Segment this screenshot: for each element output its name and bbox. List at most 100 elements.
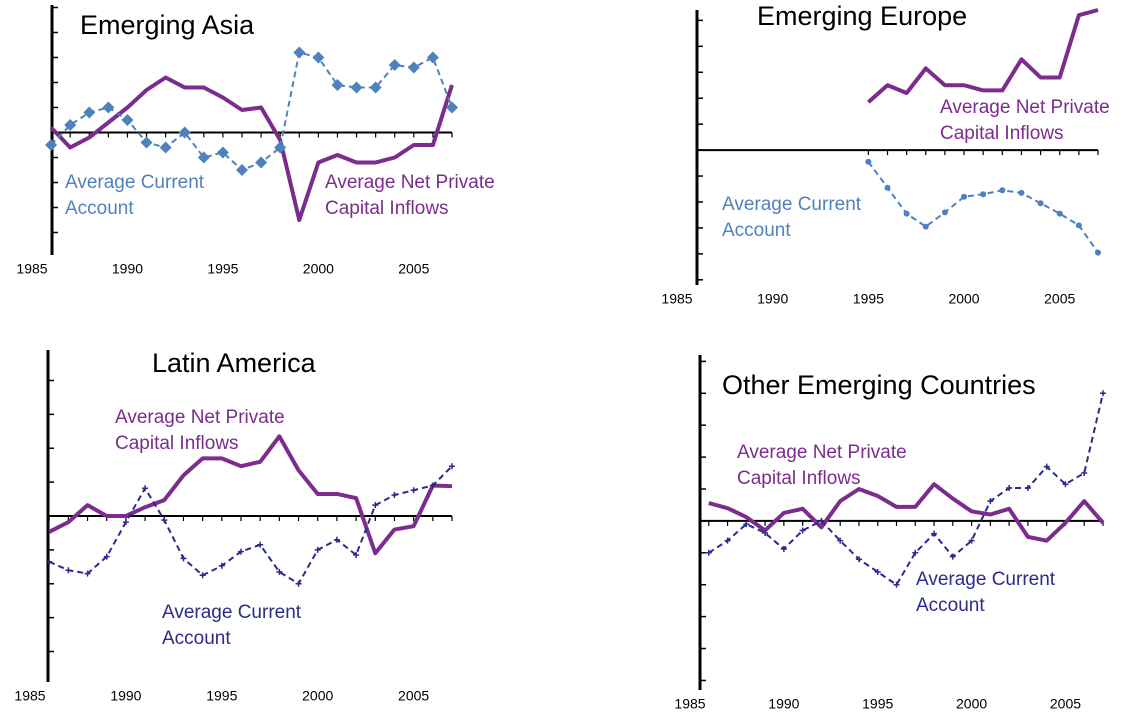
point (372, 502, 379, 509)
point (1062, 481, 1069, 488)
point (65, 567, 72, 574)
point (999, 187, 1006, 194)
point (818, 517, 825, 524)
x-tick-label: 1995 (862, 696, 893, 712)
series-label: Capital Inflows (737, 468, 861, 489)
point (46, 558, 53, 565)
series-line (48, 434, 453, 556)
series-label: Average Net Private (115, 407, 285, 428)
series-label: Average Net Private (325, 172, 495, 193)
series-label: Average Net Private (737, 442, 907, 463)
point (197, 151, 210, 164)
point (199, 572, 206, 579)
series-label: Capital Inflows (325, 198, 449, 219)
series-line (708, 482, 1105, 543)
point (931, 530, 938, 537)
point (446, 101, 458, 114)
point (388, 59, 401, 71)
point (874, 568, 881, 575)
x-tick-label: 1985 (661, 291, 692, 307)
chart-title: Latin America (152, 348, 317, 378)
point (1018, 189, 1025, 196)
series-label: Capital Inflows (115, 433, 239, 454)
point (968, 537, 975, 544)
series-line (48, 465, 453, 585)
series-label: Average Net Private (940, 97, 1110, 118)
x-tick-label: 1990 (757, 291, 788, 307)
x-tick-label: 2005 (398, 261, 429, 277)
point (369, 81, 382, 94)
point (949, 553, 956, 560)
series-label: Account (722, 220, 791, 241)
point (218, 562, 225, 569)
point (429, 482, 436, 489)
point (102, 101, 115, 114)
series-label: Average Current (916, 569, 1056, 590)
series-label: Average Current (65, 172, 205, 193)
point (121, 114, 134, 126)
series-label: Average Current (162, 602, 302, 623)
point (903, 210, 910, 217)
point (159, 141, 172, 154)
point (64, 119, 77, 131)
x-tick-label: 1990 (112, 261, 143, 277)
point (855, 556, 862, 563)
point (350, 81, 363, 94)
point (407, 61, 420, 74)
point (884, 184, 891, 191)
point (912, 549, 919, 556)
x-tick-label: 1990 (768, 696, 799, 712)
point (762, 530, 769, 537)
series-line (49, 75, 454, 222)
point (449, 463, 455, 470)
point (257, 541, 264, 548)
series-label: Account (162, 628, 231, 649)
x-tick-label: 1995 (206, 688, 237, 704)
x-tick-label: 1985 (16, 261, 47, 277)
chart-title: Other Emerging Countries (722, 370, 1036, 400)
point (1056, 210, 1063, 217)
point (426, 51, 439, 64)
x-tick-label: 1995 (853, 291, 884, 307)
series-label: Average Current (722, 194, 862, 215)
point (314, 546, 321, 553)
x-tick-label: 2005 (1050, 696, 1081, 712)
point (922, 223, 929, 230)
point (83, 106, 96, 119)
x-tick-label: 1985 (14, 688, 45, 704)
series-line (867, 8, 1099, 104)
x-tick-label: 1985 (674, 696, 705, 712)
x-tick-label: 2000 (303, 261, 334, 277)
point (1081, 470, 1088, 477)
point (295, 580, 302, 587)
series-line (50, 51, 453, 171)
point (274, 141, 287, 154)
point (724, 537, 731, 544)
series-label: Account (916, 595, 985, 616)
chart-title: Emerging Europe (757, 1, 967, 31)
point (353, 551, 360, 558)
x-tick-label: 2005 (398, 688, 429, 704)
point (236, 164, 248, 176)
x-tick-label: 1995 (207, 261, 238, 277)
point (161, 517, 168, 524)
point (1024, 485, 1031, 492)
point (178, 126, 191, 139)
point (865, 158, 872, 165)
point (331, 79, 344, 91)
point (391, 491, 398, 498)
point (1095, 249, 1101, 256)
point (705, 549, 712, 556)
point (84, 570, 91, 577)
point (1100, 390, 1106, 397)
point (103, 553, 110, 560)
point (45, 139, 58, 151)
panel: Latin America 1985 1990 1995 2000 2005 Average… (14, 348, 455, 704)
point (142, 485, 149, 492)
point (238, 548, 244, 555)
chart-title: Emerging Asia (80, 10, 255, 40)
point (255, 156, 268, 169)
point (410, 487, 417, 494)
point (333, 536, 340, 543)
